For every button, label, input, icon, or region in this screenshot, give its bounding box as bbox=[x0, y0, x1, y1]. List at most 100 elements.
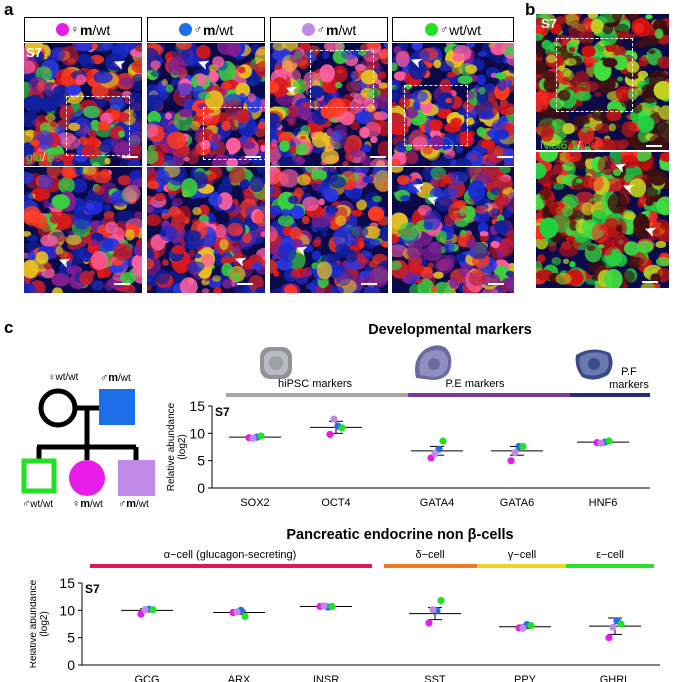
x-tick-label-sox2: SOX2 bbox=[240, 497, 269, 509]
micrograph-bottom-0 bbox=[24, 167, 142, 293]
genotype-rest: wt/wt bbox=[449, 21, 482, 38]
y-tick-label: 10 bbox=[189, 425, 205, 441]
bottom-cat-label-alpha: α−cell (glucagon-secreting) bbox=[163, 549, 297, 561]
bottom-cat-bar-delta bbox=[384, 564, 477, 568]
bottom-cat-bar-epsilon bbox=[566, 564, 654, 568]
stain-legend-a: glu/Ins bbox=[26, 150, 61, 164]
data-point bbox=[617, 620, 625, 628]
data-point bbox=[233, 608, 241, 616]
top-scatter-chart: 0 5 10 15 S7 Relative abundance (log2) SOX2 OCT4… bbox=[166, 398, 650, 509]
chart-stage-label: S7 bbox=[85, 582, 100, 596]
stage-label-b: S7 bbox=[541, 16, 557, 31]
stain-legend-b: Nkx6.1/Ins bbox=[540, 138, 597, 152]
sex-symbol: ♂ bbox=[316, 23, 325, 36]
data-point bbox=[241, 612, 249, 620]
chart-stage-label: S7 bbox=[215, 405, 230, 419]
data-point bbox=[597, 439, 605, 447]
y-axis-label-unit: (log2) bbox=[177, 434, 188, 460]
pedigree-diagram bbox=[21, 388, 155, 496]
bottom-cat-label-epsilon: ε−cell bbox=[596, 549, 624, 561]
y-axis-label: Relative abundance bbox=[30, 579, 39, 668]
genotype-header-2: ♂ m/wt bbox=[270, 17, 388, 42]
stain-ins-b: Ins bbox=[580, 138, 597, 152]
child1-symbol bbox=[21, 458, 57, 494]
child3-sex: ♂ bbox=[118, 498, 127, 510]
child3-symbol bbox=[118, 460, 155, 496]
data-point bbox=[149, 606, 157, 614]
stain-ins: Ins bbox=[45, 150, 62, 164]
top-cat-bar-hipsc bbox=[226, 393, 408, 397]
genotype-bold: m bbox=[325, 21, 339, 38]
data-point bbox=[437, 596, 445, 605]
y-tick-label: 15 bbox=[189, 398, 205, 414]
mother-symbol bbox=[38, 388, 78, 428]
panel-c-label: c bbox=[4, 318, 14, 337]
data-point bbox=[507, 457, 515, 465]
x-tick-label-insr: INSR bbox=[313, 674, 339, 682]
data-point bbox=[519, 442, 527, 451]
y-tick-label: 5 bbox=[67, 630, 75, 646]
data-point bbox=[328, 602, 336, 611]
top-chart-title: Developmental markers bbox=[368, 322, 532, 338]
data-point bbox=[511, 448, 519, 457]
zoom-region-box bbox=[556, 38, 633, 112]
data-point bbox=[605, 437, 613, 445]
child2-symbol bbox=[69, 460, 105, 496]
scale-bar bbox=[361, 283, 377, 285]
stain-sep-b: / bbox=[577, 138, 581, 152]
child1-label: ♂wt/wt bbox=[22, 498, 53, 510]
micrograph-top-1 bbox=[147, 43, 265, 166]
bottom-cat-bar-alpha bbox=[90, 564, 372, 568]
y-tick-label: 5 bbox=[197, 453, 205, 469]
child2-geno-rest: /wt bbox=[90, 499, 103, 510]
micrograph-bottom-2 bbox=[270, 167, 388, 293]
mother-label: ♀wt/wt bbox=[48, 372, 79, 383]
bottom-cat-label-delta: δ−cell bbox=[415, 549, 445, 561]
scale-bar bbox=[114, 283, 130, 285]
data-point bbox=[320, 602, 328, 610]
bottom-scatter-chart: 0 5 10 15 S7 Relative abundance (log2) GCG ARX IN… bbox=[30, 575, 660, 682]
data-point bbox=[141, 606, 149, 614]
genotype-color-dot bbox=[178, 23, 192, 36]
data-point bbox=[609, 623, 617, 631]
y-tick-label: 10 bbox=[59, 602, 75, 618]
top-cat-label-pf: P.F markers bbox=[609, 366, 649, 391]
y-tick-label: 0 bbox=[67, 657, 75, 673]
y-tick-label: 15 bbox=[59, 575, 75, 591]
father-symbol bbox=[99, 389, 135, 425]
scale-bar bbox=[237, 283, 253, 285]
genotype-rest: /wt bbox=[92, 21, 111, 38]
micrograph-b-top bbox=[536, 14, 669, 150]
genotype-header-1: ♂ m/wt bbox=[147, 17, 265, 42]
father-geno-bold: m bbox=[108, 372, 119, 384]
x-tick-label-ghrl: GHRL bbox=[600, 674, 631, 682]
sex-symbol: ♀ bbox=[70, 23, 79, 36]
child3-geno-bold: m bbox=[126, 498, 137, 510]
panel-b-label: b bbox=[525, 0, 536, 19]
child3-geno-rest: /wt bbox=[136, 499, 149, 510]
top-cat-label-hipsc: hiPSC markers bbox=[278, 378, 352, 390]
genotype-rest: /wt bbox=[215, 21, 234, 38]
x-tick-label-gcg: GCG bbox=[134, 674, 159, 682]
child3-label: ♂m/wt bbox=[118, 498, 149, 510]
x-tick-label-arx: ARX bbox=[228, 674, 251, 682]
scale-bar bbox=[370, 156, 386, 158]
sex-symbol: ♂ bbox=[439, 23, 449, 36]
top-cat-label-pe: P.E markers bbox=[445, 378, 505, 390]
father-geno-rest: /wt bbox=[118, 373, 131, 384]
scale-bar bbox=[122, 156, 138, 158]
data-point bbox=[425, 619, 433, 627]
data-point bbox=[527, 622, 535, 630]
x-tick-label-gata4: GATA4 bbox=[420, 497, 454, 509]
x-tick-label-hnf6: HNF6 bbox=[589, 497, 618, 509]
x-tick-label-ppy: PPY bbox=[514, 674, 537, 682]
bottom-cat-bar-gamma bbox=[477, 564, 566, 568]
scale-bar bbox=[642, 281, 658, 283]
child2-label: ♀m/wt bbox=[72, 498, 103, 510]
x-tick-label-oct4: OCT4 bbox=[321, 497, 350, 509]
data-point bbox=[605, 634, 613, 642]
zoom-region-box bbox=[203, 107, 267, 160]
pe-cell-icon bbox=[415, 345, 452, 380]
x-tick-label-gata6: GATA6 bbox=[500, 497, 534, 509]
stage-label-a: S7 bbox=[26, 45, 42, 60]
